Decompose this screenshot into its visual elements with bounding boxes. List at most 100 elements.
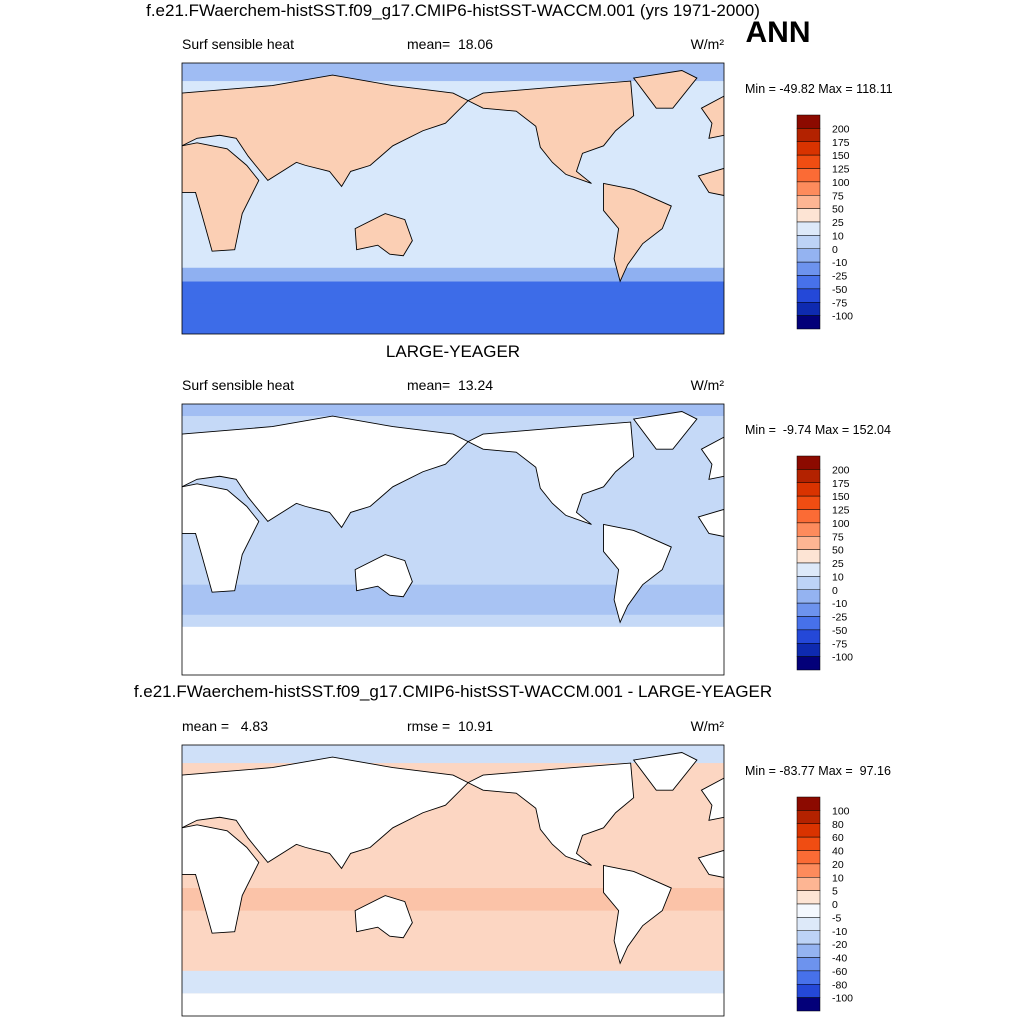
colorbar-box — [796, 562, 821, 577]
colorbar-label: 150 — [832, 150, 850, 162]
colorbar-label: 125 — [832, 164, 850, 176]
map-frame — [181, 403, 725, 676]
colorbar-label: 100 — [832, 518, 850, 530]
colorbar-label: 100 — [832, 177, 850, 189]
center-label: mean= 18.06 — [407, 36, 493, 52]
colorbar-box — [796, 863, 821, 878]
ocean-band — [182, 888, 724, 911]
colorbar-label: 80 — [832, 819, 844, 831]
colorbar-box — [796, 469, 821, 483]
colorbar-label: 25 — [832, 558, 844, 570]
colorbar-box — [796, 576, 821, 590]
map — [182, 745, 725, 1016]
colorbar-box — [796, 522, 821, 537]
colorbar-label: 175 — [832, 478, 850, 490]
colorbar-box — [796, 248, 821, 263]
ocean-band — [182, 993, 724, 1016]
colorbar-label: 25 — [832, 217, 844, 229]
colorbar-box — [796, 930, 821, 945]
colorbar-label: 10 — [832, 571, 844, 583]
colorbar-box — [796, 221, 821, 236]
min-max-label: Min = -49.82 Max = 118.11 — [745, 82, 893, 96]
colorbar-label: -100 — [832, 652, 853, 664]
colorbar-box — [796, 235, 821, 249]
colorbar-box — [796, 302, 821, 316]
colorbar-box — [796, 536, 821, 550]
colorbar-label: 0 — [832, 244, 838, 256]
colorbar-label: 5 — [832, 886, 838, 898]
colorbar-box — [796, 128, 821, 142]
min-max-label: Min = -9.74 Max = 152.04 — [745, 423, 891, 437]
colorbar-box — [796, 495, 821, 510]
colorbar-box — [796, 589, 821, 604]
colorbar-box — [796, 957, 821, 972]
colorbar-label: 200 — [832, 464, 850, 476]
colorbar-box — [796, 261, 821, 276]
colorbar-box — [796, 943, 821, 958]
colorbar-box — [796, 629, 821, 644]
ocean-band — [182, 584, 724, 615]
colorbar-label: 0 — [832, 899, 838, 911]
ocean-band — [182, 745, 724, 764]
colorbar-label: 50 — [832, 545, 844, 557]
colorbar-label: -10 — [832, 257, 847, 269]
colorbar-box — [796, 890, 821, 905]
colorbar-box — [796, 877, 821, 891]
season-label: ANN — [746, 16, 811, 49]
panel-title: LARGE-YEAGER — [386, 342, 520, 361]
colorbar-label: -10 — [832, 926, 847, 938]
colorbar-label: 175 — [832, 137, 850, 149]
panel-title: f.e21.FWaerchem-histSST.f09_g17.CMIP6-hi… — [134, 682, 772, 701]
colorbar-box — [796, 154, 821, 169]
colorbar-box — [796, 823, 821, 838]
colorbar-box — [796, 602, 821, 617]
colorbar-label: -40 — [832, 953, 847, 965]
colorbar-label: -50 — [832, 625, 847, 637]
colorbar-label: -75 — [832, 297, 847, 309]
left-label: mean = 4.83 — [182, 718, 268, 734]
colorbar-box — [796, 656, 821, 671]
center-label: mean= 13.24 — [407, 377, 493, 393]
colorbar-box — [796, 616, 821, 631]
colorbar-box — [796, 482, 821, 497]
colorbar-box — [796, 168, 821, 183]
left-label: Surf sensible heat — [182, 36, 294, 52]
map-frame — [181, 744, 725, 1017]
colorbar-label: -25 — [832, 612, 847, 624]
colorbar-label: 60 — [832, 832, 844, 844]
colorbar-box — [796, 195, 821, 209]
colorbar-box — [796, 810, 821, 824]
colorbar-label: 125 — [832, 505, 850, 517]
colorbar-label: -100 — [832, 993, 853, 1005]
units-label: W/m² — [691, 377, 725, 393]
colorbar-box — [796, 288, 821, 303]
colorbar-label: -80 — [832, 979, 847, 991]
colorbar-box — [796, 509, 821, 524]
units-label: W/m² — [691, 718, 725, 734]
min-max-label: Min = -83.77 Max = 97.16 — [745, 764, 891, 778]
colorbar-label: 10 — [832, 872, 844, 884]
ocean-band — [182, 626, 724, 675]
colorbar-label: 200 — [832, 123, 850, 135]
colorbar-label: -60 — [832, 966, 847, 978]
colorbar-label: -10 — [832, 598, 847, 610]
left-label: Surf sensible heat — [182, 377, 294, 393]
panel-title: f.e21.FWaerchem-histSST.f09_g17.CMIP6-hi… — [146, 1, 760, 20]
colorbar-box — [796, 141, 821, 156]
colorbar-box — [796, 114, 821, 129]
ocean-band — [182, 63, 724, 82]
colorbar-label: 0 — [832, 585, 838, 597]
antarctica — [182, 303, 724, 334]
colorbar-box — [796, 208, 821, 223]
units-label: W/m² — [691, 36, 725, 52]
colorbar-label: 50 — [832, 204, 844, 216]
colorbar-label: 100 — [832, 805, 850, 817]
colorbar-box — [796, 181, 821, 196]
colorbar-label: 40 — [832, 846, 844, 858]
colorbar-label: -50 — [832, 284, 847, 296]
ocean-band — [182, 267, 724, 282]
colorbar-box — [796, 984, 821, 998]
colorbar-label: -5 — [832, 912, 841, 924]
colorbar-label: -75 — [832, 638, 847, 650]
